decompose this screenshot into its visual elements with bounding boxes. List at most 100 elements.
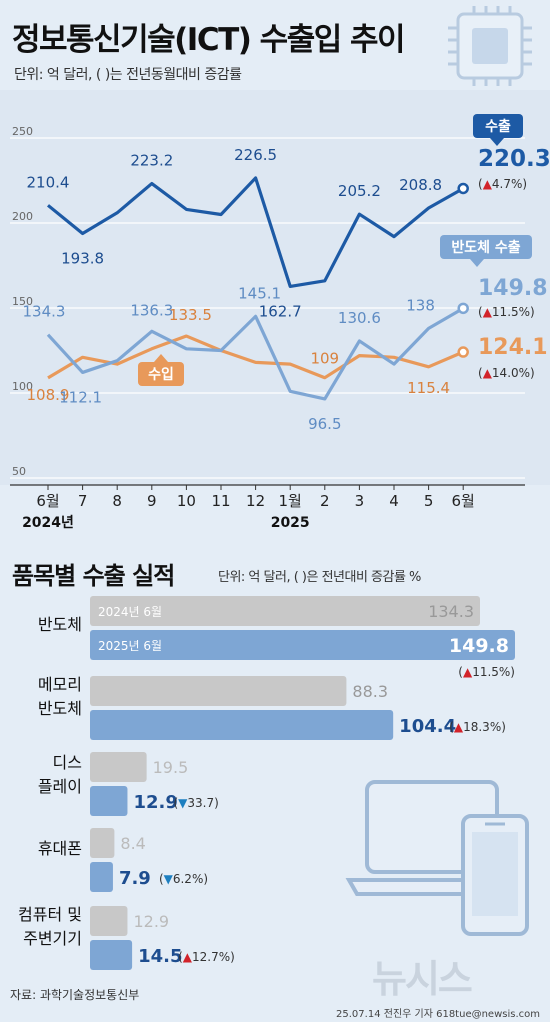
- x-tick-label: 9: [147, 492, 157, 510]
- x-tick-label: 4: [389, 492, 399, 510]
- data-label: 145.1: [238, 284, 281, 302]
- bar-prev: [90, 752, 147, 782]
- change-label: (▼33.7): [173, 796, 218, 810]
- bar-prev: [90, 676, 347, 706]
- category-label: 반도체: [38, 699, 82, 718]
- data-label: 138: [406, 296, 435, 314]
- change-label: (▲11.5%): [458, 665, 515, 679]
- end-point-marker: [457, 182, 469, 195]
- data-label: 205.2: [338, 182, 381, 200]
- x-tick-label: 3: [355, 492, 365, 510]
- trend-line-chart: 250 200 150 100 50 6월 7 8 9 10 11 12 1월 2 3 4 5 6월 2024년 20…: [0, 90, 550, 531]
- legend-semi-pointer: [470, 259, 484, 267]
- change-label: (▲14.0%): [478, 366, 535, 380]
- year-label: 2025: [271, 515, 310, 531]
- bar-cur: [90, 710, 394, 740]
- end-point-marker: [457, 346, 469, 358]
- bar-prev-value: 88.3: [352, 682, 388, 701]
- change-label: (▲12.7%): [178, 950, 235, 964]
- data-label: 133.5: [169, 306, 212, 324]
- data-label: 115.4: [407, 379, 450, 397]
- legend-import-box: [138, 362, 184, 386]
- category-label: 컴퓨터 및: [18, 905, 82, 924]
- bar-prev-value: 19.5: [153, 758, 189, 777]
- x-tick-label: 10: [177, 492, 196, 510]
- legend-export-label: 수출: [485, 118, 511, 135]
- x-tick-label: 6월: [36, 492, 59, 510]
- bar-cur-value: 14.5: [138, 946, 182, 967]
- category-label: 디스: [53, 753, 82, 772]
- data-label: 223.2: [130, 152, 173, 170]
- bar-prev-value: 134.3: [428, 602, 474, 621]
- bar-cur: [90, 630, 515, 660]
- x-tick-label: 5: [424, 492, 434, 510]
- category-label: 플레이: [38, 777, 82, 796]
- series-line: [46, 176, 464, 289]
- x-tick-label: 2: [320, 492, 330, 510]
- data-label: 208.8: [399, 176, 442, 194]
- data-label: 226.5: [234, 146, 277, 164]
- unit-note: 단위: 억 달러, ( )는 전년동월대비 증감률: [14, 67, 242, 83]
- legend-export-box: [473, 114, 523, 138]
- laptop-phone-icon: [345, 780, 529, 936]
- change-label: (▲18.3%): [449, 720, 506, 734]
- y-tick-label: 200: [12, 210, 33, 223]
- legend-semi-label: 반도체 수출: [451, 239, 520, 256]
- category-label: 주변기기: [23, 929, 82, 948]
- bar-cur-value: 12.9: [133, 792, 177, 813]
- x-tick-label: 1월: [279, 492, 302, 510]
- x-tick-label: 11: [211, 492, 230, 510]
- legend-export-pointer: [490, 138, 504, 146]
- chip-icon: [448, 6, 532, 86]
- y-tick-label: 150: [12, 295, 33, 308]
- bar-cur-value: 149.8: [449, 635, 509, 657]
- bar-prev: [90, 828, 115, 858]
- y-tick-label: 50: [12, 465, 26, 478]
- bar-chart-unit-note: 단위: 억 달러, ( )은 전년대비 증감률 %: [218, 570, 421, 585]
- series-line: [47, 334, 464, 380]
- data-label: 96.5: [308, 415, 341, 433]
- data-label: 210.4: [27, 173, 70, 191]
- bar-cur: [90, 940, 133, 970]
- x-tick-label: 6월: [452, 492, 475, 510]
- plot-area: [0, 90, 550, 485]
- end-value-label: 124.1: [478, 335, 548, 360]
- credit-line: 25.07.14 전진우 기자 618tue@newsis.com: [336, 1009, 540, 1020]
- change-label: (▲11.5%): [478, 305, 535, 319]
- data-label: 109: [310, 350, 339, 368]
- y-tick-label: 250: [12, 125, 33, 138]
- legend-semi-box: [440, 235, 532, 259]
- bar-cur: [90, 862, 113, 892]
- category-label: 반도체: [38, 615, 82, 634]
- category-label: 휴대폰: [38, 839, 82, 858]
- bar-prev: [90, 906, 128, 936]
- legend-cur-label: 2025년 6월: [98, 639, 162, 653]
- series-line: [46, 306, 465, 401]
- x-tick-label: 8: [112, 492, 122, 510]
- bar-cur-value: 104.4: [399, 716, 456, 737]
- change-label: (▼6.2%): [159, 872, 208, 886]
- end-value-label: 220.3: [478, 146, 550, 172]
- bar-cur: [90, 786, 128, 816]
- data-label: 112.1: [59, 388, 102, 406]
- bar-prev-value: 12.9: [133, 912, 169, 931]
- data-label: 136.3: [130, 301, 173, 319]
- legend-prev-label: 2024년 6월: [98, 605, 162, 619]
- year-label: 2024년: [22, 515, 74, 531]
- source-note: 자료: 과학기술정보통신부: [10, 988, 140, 1002]
- change-label: (▲4.7%): [478, 177, 527, 191]
- x-tick-label: 12: [246, 492, 265, 510]
- bar-cur-value: 7.9: [119, 868, 151, 889]
- data-label: 162.7: [259, 302, 302, 320]
- bar-prev-value: 8.4: [120, 834, 145, 853]
- data-label: 134.3: [23, 303, 66, 321]
- end-point-marker: [457, 302, 469, 315]
- item-bar-chart: 반도체 2024년 6월 2025년 6월 134.3 149.8 (▲11.5%) 메모리…: [18, 596, 515, 970]
- bar-prev: [90, 596, 480, 626]
- end-value-label: 149.8: [478, 276, 548, 301]
- data-label: 108.9: [27, 386, 70, 404]
- y-tick-label: 100: [12, 380, 33, 393]
- x-tick-label: 7: [78, 492, 88, 510]
- data-label: 130.6: [338, 309, 381, 327]
- newsis-logo: 뉴시스: [372, 957, 473, 1001]
